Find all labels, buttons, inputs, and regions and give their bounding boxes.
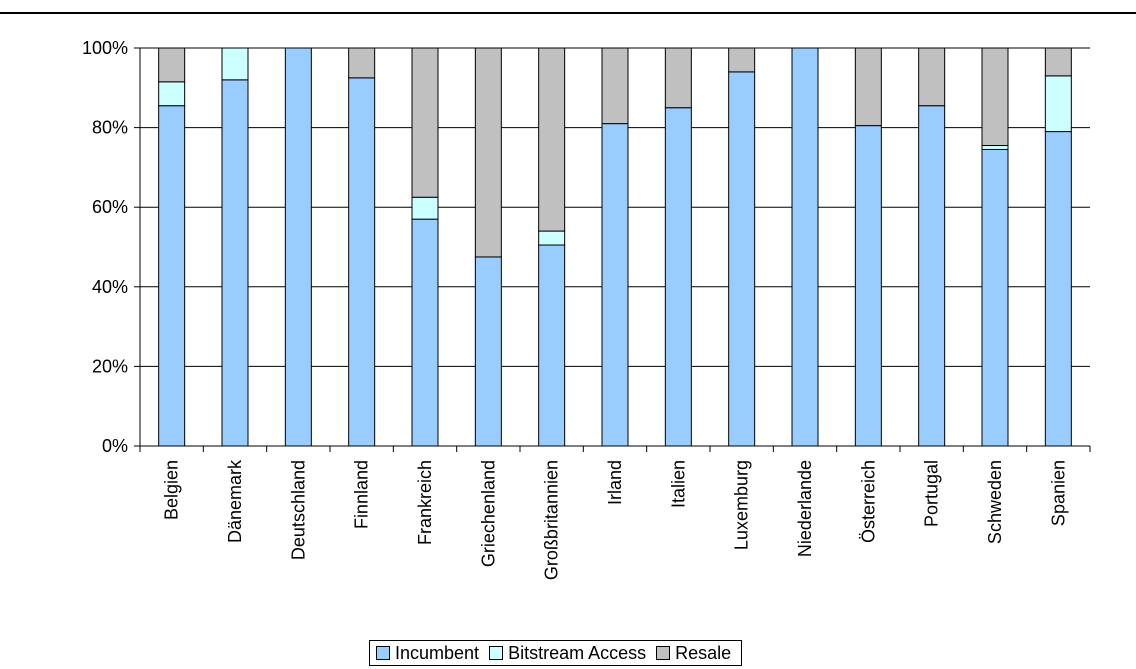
bar-incumbent-14	[1044, 131, 1072, 447]
bar-bitstream-access-1	[221, 47, 249, 81]
bar-resale-4	[411, 47, 439, 198]
category-label-0: Belgien	[162, 460, 182, 520]
bar-incumbent-3	[348, 77, 376, 447]
category-label-7: Irland	[605, 460, 625, 505]
legend-swatch-incumbent	[376, 646, 390, 660]
bar-resale-6	[538, 47, 566, 232]
bar-incumbent-6	[538, 244, 566, 447]
bar-resale-9	[728, 47, 756, 73]
bar-bitstream-access-0	[158, 81, 186, 107]
bar-resale-13	[981, 47, 1009, 147]
bar-incumbent-7	[601, 123, 629, 447]
category-label-8: Italien	[668, 460, 688, 508]
legend-item-resale: Resale	[656, 643, 731, 664]
bar-bitstream-access-14	[1044, 75, 1072, 133]
bar-resale-3	[348, 47, 376, 79]
category-label-3: Finnland	[352, 460, 372, 529]
bar-incumbent-11	[854, 125, 882, 447]
category-label-10: Niederlande	[795, 460, 815, 557]
category-label-13: Schweden	[985, 460, 1005, 544]
category-label-14: Spanien	[1048, 460, 1068, 526]
y-tick-label-2: 40%	[92, 277, 128, 297]
y-tick-label-1: 20%	[92, 356, 128, 376]
bar-resale-12	[918, 47, 946, 107]
bar-incumbent-1	[221, 79, 249, 447]
y-tick-label-0: 0%	[102, 436, 128, 456]
top-rule	[0, 12, 1136, 14]
bar-incumbent-9	[728, 71, 756, 447]
legend-swatch-resale	[656, 646, 671, 660]
bar-resale-11	[854, 47, 882, 127]
bar-resale-14	[1044, 47, 1072, 77]
category-label-11: Österreich	[858, 460, 878, 543]
bar-bitstream-access-4	[411, 196, 439, 220]
bar-incumbent-4	[411, 218, 439, 447]
bar-bitstream-access-13	[981, 145, 1009, 150]
bar-incumbent-0	[158, 105, 186, 447]
category-label-2: Deutschland	[288, 460, 308, 560]
bar-resale-0	[158, 47, 186, 83]
bar-incumbent-12	[918, 105, 946, 447]
legend-label-incumbent: Incumbent	[395, 642, 480, 663]
bar-incumbent-10	[791, 47, 819, 447]
bar-incumbent-8	[664, 107, 692, 447]
y-tick-label-4: 80%	[92, 118, 128, 138]
bar-incumbent-2	[284, 47, 312, 447]
bar-resale-5	[474, 47, 502, 258]
legend-swatch-bitstream-access	[489, 646, 504, 660]
y-tick-label-3: 60%	[92, 197, 128, 217]
bar-incumbent-13	[981, 148, 1009, 447]
stacked-bar-chart: 0% 20% 40% 60% 80% 100% Belgien Dänemark Deutsch…	[82, 38, 1091, 580]
legend-label-resale: Resale	[675, 642, 732, 663]
legend-item-incumbent: Incumbent	[376, 643, 479, 664]
legend-label-bitstream-access: Bitstream Access	[508, 642, 647, 663]
category-label-1: Dänemark	[225, 459, 245, 543]
bar-bitstream-access-6	[538, 230, 566, 246]
legend-item-bitstream-access: Bitstream Access	[489, 643, 646, 664]
bar-resale-8	[664, 47, 692, 109]
legend: Incumbent Bitstream Access Resale	[369, 640, 743, 666]
y-tick-label-5: 100%	[82, 38, 128, 58]
category-label-9: Luxemburg	[732, 460, 752, 550]
bar-resale-7	[601, 47, 629, 125]
bar-incumbent-5	[474, 256, 502, 447]
category-label-4: Frankreich	[415, 460, 435, 545]
category-label-12: Portugal	[922, 460, 942, 527]
category-label-5: Griechenland	[478, 460, 498, 567]
category-label-6: Großbritannien	[542, 460, 562, 580]
